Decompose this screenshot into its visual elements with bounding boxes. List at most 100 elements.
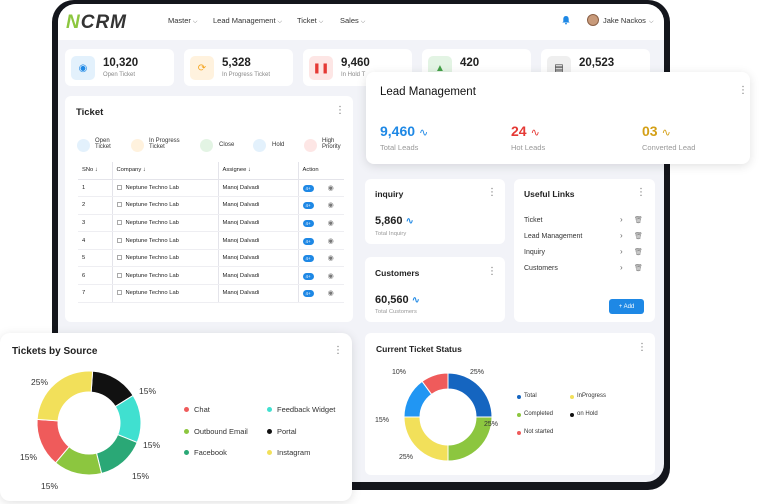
more-options-icon[interactable]: ⋮ bbox=[738, 85, 748, 96]
trash-icon[interactable]: 🗑 bbox=[634, 217, 643, 224]
view-eye-icon[interactable]: ◉ bbox=[327, 237, 334, 245]
link-customers[interactable]: Customers bbox=[524, 265, 558, 272]
cell-assignee: Manoj Dalvadi bbox=[217, 214, 298, 233]
table-row[interactable]: 1 Neptune Techno Lab Manoj Dalvadi 4+ ◉ bbox=[78, 179, 344, 198]
tickets-by-source-panel: Tickets by Source ⋮ 25% 15% 15% 15% 15% … bbox=[0, 333, 352, 501]
slice-not-started bbox=[421, 372, 449, 396]
view-eye-icon[interactable]: ◉ bbox=[327, 184, 334, 192]
nav-ticket[interactable]: Ticket ⌵ bbox=[297, 16, 324, 25]
table-row[interactable]: 4 Neptune Techno Lab Manoj Dalvadi 4+ ◉ bbox=[78, 231, 344, 250]
row-checkbox[interactable] bbox=[116, 255, 122, 261]
progress-icon bbox=[131, 139, 144, 152]
chevron-down-icon: ⌵ bbox=[648, 19, 654, 25]
table-row[interactable]: 5 Neptune Techno Lab Manoj Dalvadi 4+ ◉ bbox=[78, 249, 344, 268]
count-badge: 4+ bbox=[302, 184, 314, 192]
add-link-button[interactable]: + Add bbox=[609, 299, 644, 314]
pause-icon bbox=[253, 139, 266, 152]
column-sno[interactable]: SNo ↓ bbox=[78, 162, 112, 180]
user-menu[interactable]: Jake Nackos ⌵ bbox=[603, 16, 654, 25]
count-badge: 4+ bbox=[302, 219, 314, 227]
slice-label: 25% bbox=[399, 454, 414, 461]
column-action: Action bbox=[297, 162, 344, 180]
useful-links-card: Useful Links ⋮ Ticket › 🗑 Lead Managemen… bbox=[514, 179, 655, 322]
more-options-icon[interactable]: ⋮ bbox=[487, 187, 497, 198]
chevron-down-icon: ⌵ bbox=[277, 19, 283, 25]
row-checkbox[interactable] bbox=[116, 237, 122, 243]
table-row[interactable]: 7 Neptune Techno Lab Manoj Dalvadi 4+ ◉ bbox=[78, 284, 344, 303]
legend-on-hold: on Hold bbox=[577, 411, 598, 417]
view-eye-icon[interactable]: ◉ bbox=[327, 202, 334, 210]
row-checkbox[interactable] bbox=[116, 290, 122, 296]
row-checkbox[interactable] bbox=[116, 184, 122, 190]
cell-assignee: Manoj Dalvadi bbox=[217, 231, 298, 250]
nav-lead-management[interactable]: Lead Management ⌵ bbox=[213, 16, 283, 25]
slice-total bbox=[447, 372, 493, 418]
ticket-status-donut bbox=[403, 372, 493, 462]
pulse-icon: ∿ bbox=[419, 127, 429, 139]
legend-swatch bbox=[570, 413, 574, 417]
pause-icon: ❚❚ bbox=[309, 56, 333, 80]
view-eye-icon[interactable]: ◉ bbox=[327, 290, 334, 298]
more-options-icon[interactable]: ⋮ bbox=[335, 105, 345, 116]
stat-card-open-ticket[interactable]: ◉ 10,320 Open Ticket bbox=[65, 49, 174, 86]
cell-assignee: Manoj Dalvadi bbox=[217, 266, 298, 286]
slice-label: 10% bbox=[392, 369, 407, 376]
stat-card-in-hold[interactable]: ❚❚ 9,460 In Hold T bbox=[303, 49, 412, 86]
legend-swatch bbox=[267, 429, 272, 434]
cell-assignee: Manoj Dalvadi bbox=[217, 196, 298, 215]
count-badge: 4+ bbox=[302, 237, 314, 245]
thumbs-up-icon bbox=[200, 139, 213, 152]
cell-sno: 1 bbox=[78, 179, 112, 198]
avatar[interactable] bbox=[587, 14, 599, 26]
cell-company: Neptune Techno Lab bbox=[111, 231, 218, 250]
cell-action: 4+ ◉ bbox=[297, 231, 344, 250]
count-badge: 4+ bbox=[302, 202, 314, 210]
chevron-right-icon[interactable]: › bbox=[620, 215, 623, 224]
ticket-table: SNo ↓ Company ↓ Assignee ↓ Action 1 Neptu… bbox=[78, 162, 344, 303]
more-options-icon[interactable]: ⋮ bbox=[333, 345, 343, 356]
bell-icon[interactable] bbox=[561, 15, 571, 25]
cell-company: Neptune Techno Lab bbox=[111, 266, 218, 286]
legend-inprogress: InProgress bbox=[577, 393, 607, 399]
link-lead-management[interactable]: Lead Management bbox=[524, 233, 583, 240]
view-eye-icon[interactable]: ◉ bbox=[327, 255, 334, 263]
legend-portal: Portal bbox=[277, 427, 297, 436]
priority-icon bbox=[304, 139, 317, 152]
column-company[interactable]: Company ↓ bbox=[111, 162, 218, 180]
link-inquiry[interactable]: Inquiry bbox=[524, 249, 546, 256]
row-checkbox[interactable] bbox=[116, 219, 122, 225]
table-row[interactable]: 3 Neptune Techno Lab Manoj Dalvadi 4+ ◉ bbox=[78, 214, 344, 233]
trash-icon[interactable]: 🗑 bbox=[634, 249, 643, 256]
pulse-icon: ∿ bbox=[661, 127, 671, 139]
nav-master[interactable]: Master ⌵ bbox=[168, 16, 198, 25]
view-eye-icon[interactable]: ◉ bbox=[327, 219, 334, 227]
trash-icon[interactable]: 🗑 bbox=[634, 265, 643, 272]
cell-company: Neptune Techno Lab bbox=[111, 249, 218, 268]
nav-sales[interactable]: Sales ⌵ bbox=[340, 16, 366, 25]
table-row[interactable]: 2 Neptune Techno Lab Manoj Dalvadi 4+ ◉ bbox=[78, 196, 344, 215]
cell-sno: 3 bbox=[78, 214, 112, 233]
legend-swatch bbox=[517, 431, 521, 435]
link-ticket[interactable]: Ticket bbox=[524, 217, 543, 224]
row-checkbox[interactable] bbox=[116, 272, 122, 278]
more-options-icon[interactable]: ⋮ bbox=[487, 266, 497, 277]
chevron-right-icon[interactable]: › bbox=[620, 247, 623, 256]
stat-card-in-progress[interactable]: ⟳ 5,328 In Progress Ticket bbox=[184, 49, 293, 86]
legend-swatch bbox=[517, 413, 521, 417]
more-options-icon[interactable]: ⋮ bbox=[637, 342, 647, 353]
row-checkbox[interactable] bbox=[116, 202, 122, 208]
app-logo[interactable]: NCRM bbox=[66, 12, 128, 33]
slice-label: 15% bbox=[139, 386, 157, 396]
count-badge: 4+ bbox=[302, 272, 314, 280]
legend-chat: Chat bbox=[194, 405, 210, 414]
count-badge: 4+ bbox=[302, 255, 314, 263]
lead-management-panel: Lead Management ⋮ 9,460 ∿ Total Leads 24 ∿… bbox=[366, 72, 750, 164]
table-row[interactable]: 6 Neptune Techno Lab Manoj Dalvadi 4+ ◉ bbox=[78, 266, 344, 286]
view-eye-icon[interactable]: ◉ bbox=[327, 272, 334, 280]
column-assignee[interactable]: Assignee ↓ bbox=[217, 162, 298, 180]
cell-company: Neptune Techno Lab bbox=[111, 196, 218, 215]
trash-icon[interactable]: 🗑 bbox=[634, 233, 643, 240]
chevron-right-icon[interactable]: › bbox=[620, 231, 623, 240]
more-options-icon[interactable]: ⋮ bbox=[636, 187, 646, 198]
chevron-right-icon[interactable]: › bbox=[620, 263, 623, 272]
